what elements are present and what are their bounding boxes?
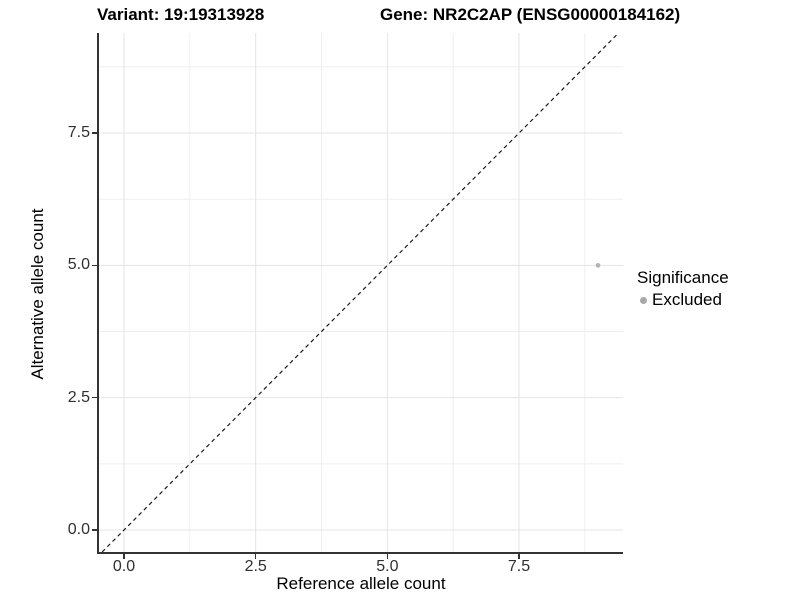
x-axis-tick-mark <box>254 554 257 559</box>
x-axis-tick-label: 2.5 <box>244 558 267 575</box>
x-axis-tick-mark <box>386 554 389 559</box>
x-axis-tick-label: 7.5 <box>507 558 531 575</box>
legend-title: Significance <box>637 268 729 287</box>
plot-panel <box>97 33 623 554</box>
legend: Significance Excluded <box>637 268 729 310</box>
x-axis-tick-mark <box>123 554 125 559</box>
x-axis-title: Reference allele count <box>276 574 446 593</box>
x-axis-tick-mark <box>518 554 520 559</box>
legend-entry-excluded[interactable]: Excluded <box>637 290 729 310</box>
legend-point-icon <box>640 296 647 304</box>
y-axis-tick-mark <box>92 264 97 267</box>
plot-canvas <box>99 33 623 552</box>
legend-entry-label: Excluded <box>652 290 722 309</box>
y-axis-tick-label: 2.5 <box>67 388 90 406</box>
y-axis-tick-label: 7.5 <box>67 124 90 142</box>
y-axis-tick-mark <box>92 396 97 399</box>
y-axis-tick-mark <box>92 132 97 134</box>
data-point[interactable] <box>595 263 601 268</box>
identity-line <box>101 33 620 552</box>
y-axis-tick-label: 5.0 <box>67 256 90 274</box>
plot-title-gene: Gene: NR2C2AP (ENSG00000184162) <box>380 5 681 24</box>
plot-title-variant: Variant: 19:19313928 <box>97 5 265 24</box>
x-axis-tick-label: 5.0 <box>376 558 399 575</box>
y-axis-tick-mark <box>92 529 97 531</box>
y-axis-tick-label: 0.0 <box>67 520 90 538</box>
y-axis-title: Alternative allele count <box>28 208 47 380</box>
x-axis-tick-label: 0.0 <box>112 558 136 575</box>
